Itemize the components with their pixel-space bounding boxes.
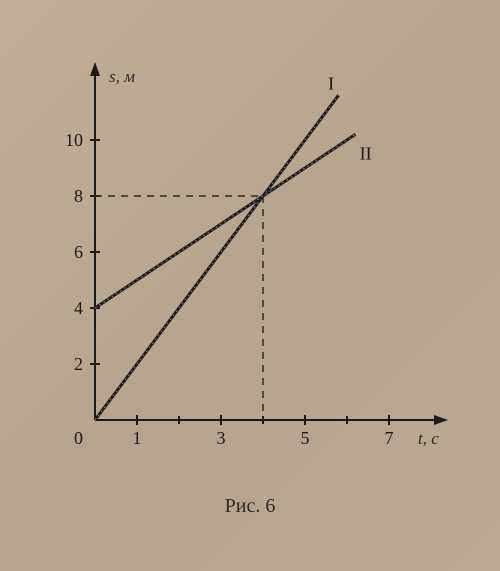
- x-tick-label: 3: [217, 428, 226, 448]
- x-axis-arrow: [434, 415, 448, 425]
- y-axis-arrow: [90, 62, 100, 76]
- y-tick-label: 8: [74, 186, 83, 206]
- x-tick-label: 1: [133, 428, 142, 448]
- y-tick-label: 6: [74, 242, 83, 262]
- series-label-II: II: [360, 144, 372, 164]
- figure-caption: Рис. 6: [0, 495, 500, 518]
- physics-chart: 24681001357s, мt, сIII: [50, 60, 450, 460]
- series-label-I: I: [328, 74, 334, 94]
- x-tick-label: 7: [385, 428, 394, 448]
- y-tick-label: 4: [74, 298, 83, 318]
- x-tick-label: 5: [301, 428, 310, 448]
- y-tick-label: 2: [74, 354, 83, 374]
- series-line-texture-II: [95, 134, 355, 308]
- x-axis-label: t, с: [418, 429, 439, 448]
- y-tick-label: 10: [65, 130, 83, 150]
- y-axis-label: s, м: [109, 67, 135, 86]
- x-tick-label: 0: [74, 428, 83, 448]
- chart-container: 24681001357s, мt, сIII: [50, 60, 450, 460]
